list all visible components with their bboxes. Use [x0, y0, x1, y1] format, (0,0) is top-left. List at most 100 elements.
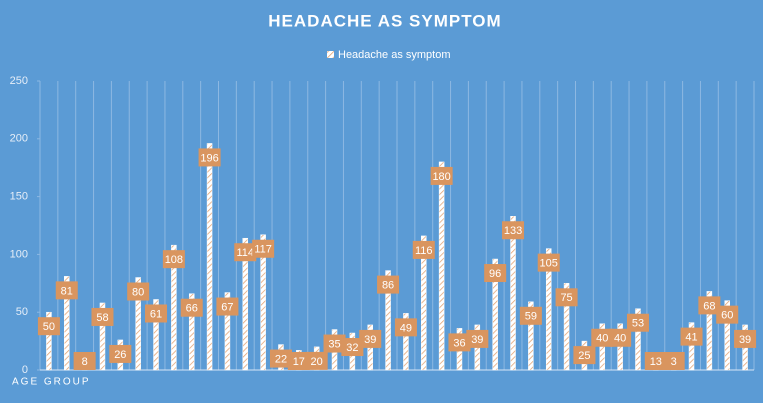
data-label-box [609, 328, 632, 347]
bar [421, 235, 427, 371]
data-label-box [466, 329, 489, 348]
data-label: 3 [671, 356, 677, 368]
data-label-box [591, 328, 614, 347]
data-label: 67 [221, 301, 233, 313]
bar [617, 323, 623, 371]
data-label-box [519, 306, 542, 325]
data-label-box [412, 240, 435, 259]
data-label-box [394, 318, 417, 337]
bar [545, 248, 552, 371]
data-label-box [269, 349, 292, 368]
data-label-box [502, 221, 525, 240]
data-label: 39 [364, 334, 376, 346]
bar [46, 311, 52, 371]
bar [135, 277, 141, 371]
data-label-box [359, 329, 382, 348]
data-label: 75 [560, 292, 572, 304]
data-label-box [448, 333, 471, 352]
data-label-box [145, 304, 168, 323]
bar [635, 308, 641, 371]
data-label-box [216, 297, 239, 316]
bar [153, 299, 159, 371]
data-label: 180 [432, 171, 450, 183]
y-tick-label: 200 [10, 133, 28, 145]
bar [188, 293, 195, 371]
data-label: 36 [453, 337, 465, 349]
bar [171, 244, 177, 371]
y-tick-label: 50 [16, 306, 28, 318]
data-label-box [680, 327, 703, 346]
bar [528, 301, 534, 371]
y-tick-label: 0 [22, 364, 28, 376]
data-label: 25 [578, 350, 590, 362]
data-label-box [716, 305, 739, 324]
data-label-box [323, 334, 346, 353]
data-label: 17 [293, 356, 305, 368]
bar [510, 216, 516, 371]
data-label-box [162, 250, 185, 269]
y-tick-label: 150 [10, 191, 28, 203]
data-label: 26 [114, 349, 126, 361]
data-label: 50 [43, 321, 55, 333]
data-label-box [430, 166, 453, 185]
data-label: 39 [739, 334, 751, 346]
data-label-box [305, 351, 328, 370]
data-label-box [109, 344, 132, 363]
data-label: 61 [150, 308, 162, 320]
data-label-box [341, 338, 364, 357]
data-label-box [234, 243, 257, 262]
data-label: 22 [275, 353, 287, 365]
data-label-box [734, 329, 757, 348]
bar [706, 291, 713, 371]
data-label-box [644, 352, 667, 370]
data-label-box [287, 352, 310, 370]
data-label: 108 [165, 254, 183, 266]
bar [99, 302, 106, 371]
data-label-box [55, 281, 78, 300]
data-label: 8 [82, 356, 88, 368]
data-label: 35 [328, 338, 340, 350]
data-label: 41 [685, 332, 697, 344]
data-label-box [555, 288, 578, 307]
data-label-box [626, 313, 649, 332]
data-label: 196 [200, 152, 218, 164]
y-tick-label: 250 [10, 75, 28, 87]
bar [438, 161, 445, 371]
bar [64, 276, 70, 371]
data-label: 53 [632, 318, 644, 330]
data-label: 114 [237, 247, 255, 259]
data-label: 40 [614, 333, 626, 345]
data-label: 81 [61, 285, 73, 297]
legend-label: Headache as symptom [338, 49, 451, 61]
data-label: 68 [703, 300, 715, 312]
data-label: 133 [504, 225, 522, 237]
data-label: 80 [132, 286, 144, 298]
data-label-box [127, 282, 150, 301]
data-label-box [73, 352, 96, 370]
data-label: 60 [721, 310, 733, 322]
data-label: 96 [489, 268, 501, 280]
bar [385, 270, 391, 371]
data-label: 58 [96, 312, 108, 324]
bar [688, 322, 695, 371]
data-label-box [573, 346, 596, 365]
bar [724, 300, 730, 371]
data-label-box [662, 352, 685, 370]
x-axis-title: AGE GROUP [12, 377, 91, 388]
data-label-box [91, 307, 114, 326]
data-label-box [537, 253, 560, 272]
data-label: 39 [471, 334, 483, 346]
bar [492, 258, 498, 371]
data-label-box [698, 296, 721, 315]
data-label: 86 [382, 279, 394, 291]
data-label: 13 [650, 356, 662, 368]
data-label: 49 [400, 322, 412, 334]
chart-title: HEADACHE AS SYMPTOM [268, 11, 501, 30]
data-label: 40 [596, 333, 608, 345]
bar [260, 234, 266, 371]
data-label: 20 [311, 356, 323, 368]
data-label-box [37, 317, 60, 336]
data-label: 117 [254, 244, 272, 256]
legend-swatch [327, 51, 334, 58]
